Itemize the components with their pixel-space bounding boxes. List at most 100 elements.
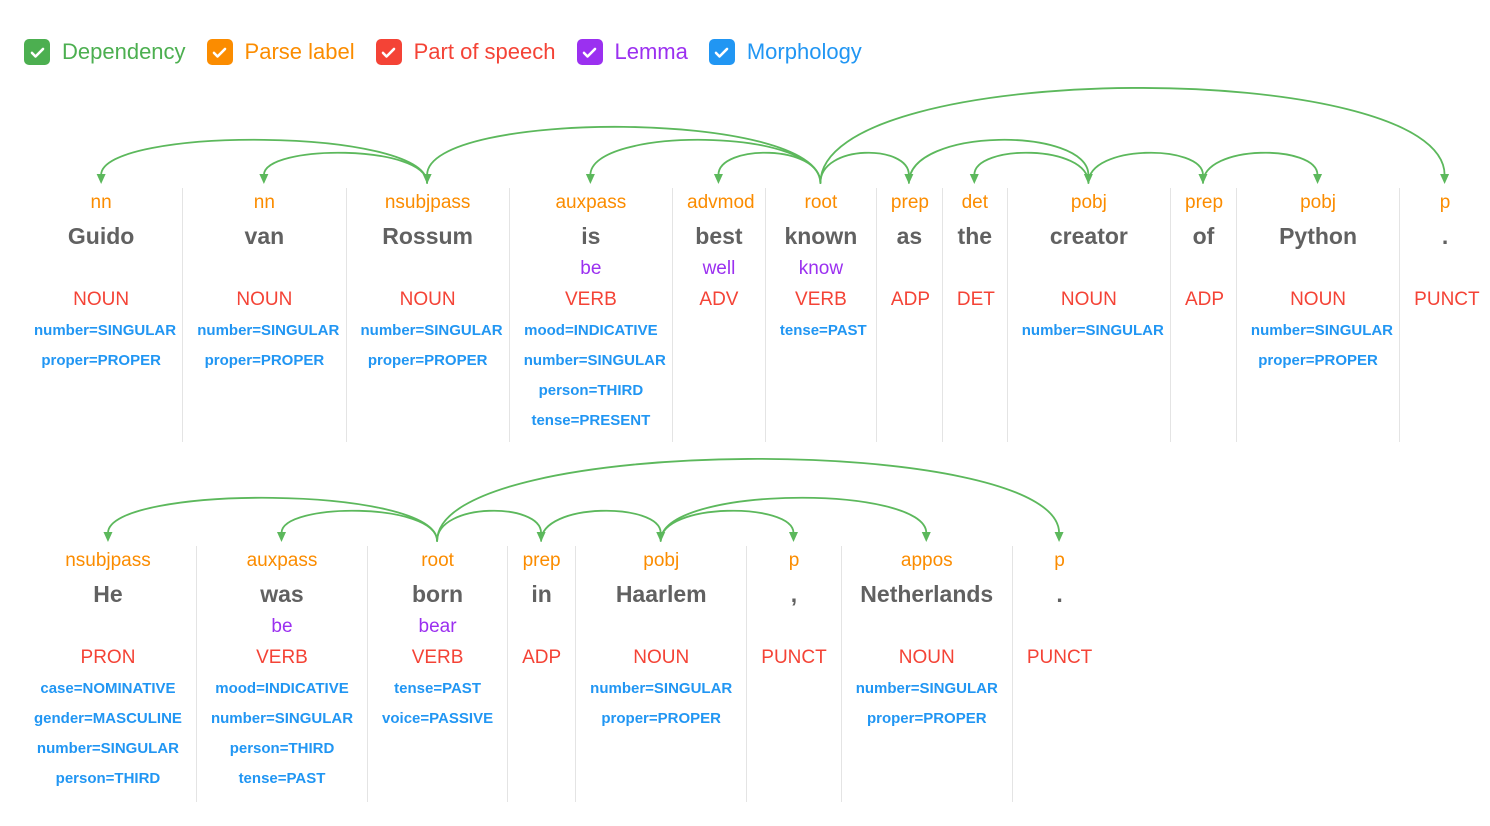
parse-label: pobj	[1300, 192, 1336, 213]
token-word: Rossum	[382, 223, 473, 249]
pos-tag: VERB	[411, 647, 464, 668]
token-lemma	[1027, 612, 1092, 642]
token-word: ,	[790, 581, 798, 607]
pos-tag: VERB	[795, 289, 847, 310]
checkbox-parse-label[interactable]: Parse label	[206, 39, 355, 65]
parse-label: advmod	[687, 192, 755, 213]
dependency-arcs	[103, 458, 1064, 542]
token-lemma	[1251, 254, 1385, 284]
dependency-arc	[280, 509, 438, 542]
morphology-feature: case=NOMINATIVE	[40, 680, 176, 697]
parse-label: p	[1054, 550, 1065, 571]
parse-label: auxpass	[246, 550, 318, 571]
morphology-feature: mood=INDICATIVE	[215, 680, 349, 697]
token-word: Netherlands	[860, 581, 994, 607]
dependency-arc	[107, 496, 438, 542]
dependency-arc	[263, 151, 428, 184]
parse-label: auxpass	[555, 192, 627, 213]
token-lemma: well	[702, 258, 736, 279]
checkbox-morphology[interactable]: Morphology	[708, 39, 862, 65]
morphology-feature: proper=PROPER	[601, 710, 722, 727]
morphology-feature: number=SINGULAR	[1250, 322, 1394, 339]
token-lemma	[957, 254, 993, 284]
dependency-arc	[426, 125, 822, 184]
checkbox-part-of-speech[interactable]: Part of speech	[375, 39, 556, 65]
dependency-arc	[819, 87, 1446, 184]
token-word: Haarlem	[615, 581, 707, 607]
token-lemma	[590, 612, 732, 642]
dependency-arc	[436, 458, 1060, 542]
morphology-feature: person=THIRD	[538, 382, 644, 399]
parse-label: root	[421, 550, 454, 571]
token-word: the	[957, 223, 993, 249]
token-column: auxpass is be VERB mood=INDICATIVE number=SIN…	[508, 188, 672, 442]
pos-tag: NOUN	[1290, 289, 1347, 310]
parse-label-label: Parse label	[244, 39, 355, 64]
parsed-sentences: nn Guido NOUN number=SINGULAR proper=PROPER n…	[0, 78, 1490, 802]
checkbox-lemma[interactable]: Lemma	[576, 39, 688, 65]
pos-tag: ADP	[1185, 289, 1225, 310]
token-column: nsubjpass Rossum NOUN number=SINGULAR proper…	[345, 188, 509, 442]
morphology-feature: number=SINGULAR	[210, 710, 354, 727]
morphology-feature: gender=MASCULINE	[34, 710, 182, 727]
token-column: nn Guido NOUN number=SINGULAR proper=PROPER	[20, 188, 182, 442]
pos-tag: PUNCT	[1414, 289, 1480, 310]
arc-arrowhead-icon	[788, 532, 798, 542]
annotation-layer-toggles: Dependency Parse label Part of speech Lemma…	[0, 0, 1490, 78]
token-word: creator	[1049, 223, 1128, 249]
morphology-feature: number=SINGULAR	[523, 352, 666, 369]
arc-arrowhead-icon	[1313, 174, 1323, 184]
token-column: nsubjpass He PRON case=NOMINATIVE gender=MAS…	[20, 546, 196, 802]
morphology-feature: mood=INDICATIVE	[524, 322, 658, 339]
check-icon	[212, 47, 227, 58]
morphology-feature: number=SINGULAR	[590, 680, 733, 697]
parse-label: nsubjpass	[384, 192, 471, 213]
dependency-arc	[908, 138, 1090, 184]
token-lemma	[34, 612, 182, 642]
token-word: .	[1056, 581, 1063, 607]
arc-arrowhead-icon	[713, 174, 723, 184]
morphology-label: Morphology	[746, 39, 862, 64]
morphology-feature: proper=PROPER	[367, 352, 488, 369]
token-lemma: be	[271, 616, 293, 637]
arc-arrowhead-icon	[96, 174, 106, 184]
morphology-feature: person=THIRD	[229, 740, 335, 757]
token-lemma	[34, 254, 168, 284]
dependency-arc	[973, 151, 1090, 184]
token-column: root born bear VERB tense=PAST voice=PASSIVE	[367, 546, 507, 802]
token-column: p. PUNCT	[1011, 546, 1106, 802]
morphology-checkbox-box[interactable]	[708, 39, 735, 65]
dependency-arc	[589, 138, 822, 184]
pos-tag: NOUN	[236, 289, 293, 310]
check-icon	[715, 47, 729, 58]
checkbox-dependency[interactable]: Dependency	[24, 39, 186, 65]
token-lemma	[891, 254, 928, 284]
morphology-feature: proper=PROPER	[204, 352, 325, 369]
parse-label-checkbox-box[interactable]	[206, 39, 233, 65]
token-word: Python	[1279, 223, 1358, 249]
parse-label: p	[1439, 192, 1451, 213]
morphology-feature: proper=PROPER	[1258, 352, 1378, 369]
check-icon	[381, 47, 396, 58]
lemma-checkbox-box[interactable]	[576, 39, 603, 65]
sentence-1: nn Guido NOUN number=SINGULAR proper=PROPER n…	[0, 78, 1490, 442]
token-word: was	[260, 581, 304, 607]
pos-tag: ADV	[699, 289, 739, 310]
arc-arrowhead-icon	[103, 532, 113, 542]
pos-tag: NOUN	[898, 647, 955, 668]
token-lemma	[1185, 254, 1222, 284]
morphology-feature: proper=PROPER	[41, 352, 161, 369]
arc-arrowhead-icon	[585, 174, 595, 184]
arc-arrowhead-icon	[969, 174, 979, 184]
dependency-arc	[1087, 151, 1204, 184]
token-lemma	[361, 254, 495, 284]
token-column: pobj creator NOUN number=SINGULAR	[1006, 188, 1170, 442]
token-column: pobj Haarlem NOUN number=SINGULAR proper=PRO…	[575, 546, 746, 802]
morphology-feature: tense=PAST	[394, 680, 481, 697]
token-word: is	[581, 223, 601, 249]
part-of-speech-checkbox-box[interactable]	[375, 39, 402, 65]
dependency-checkbox-box[interactable]	[24, 39, 50, 65]
token-column: auxpass was be VERB mood=INDICATIVE number=SI…	[195, 546, 367, 802]
lemma-label: Lemma	[614, 39, 688, 64]
